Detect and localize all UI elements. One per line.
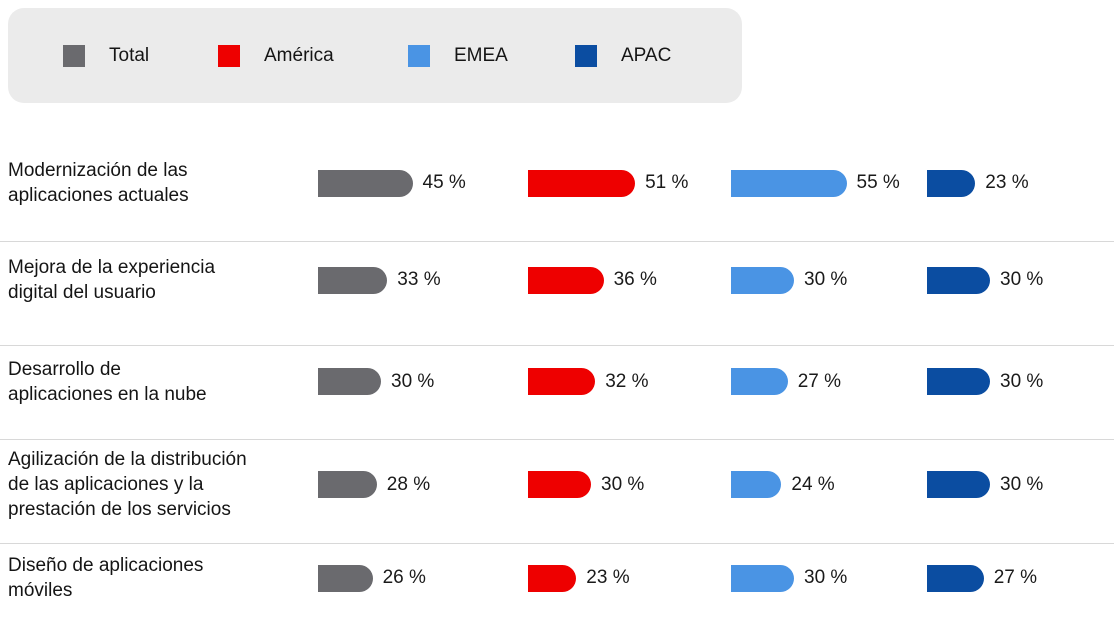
bar-america <box>528 471 591 499</box>
bar-value-label: 33 % <box>397 269 441 291</box>
bar-value-label: 30 % <box>1000 370 1044 392</box>
bar-cell: 30 % <box>927 368 1114 396</box>
bar-america <box>528 368 596 396</box>
legend-label-apac: APAC <box>621 44 672 66</box>
bar-total <box>318 169 413 197</box>
legend-item-apac: APAC <box>575 8 671 103</box>
bar-america <box>528 266 604 294</box>
bar-value-label: 24 % <box>791 473 835 495</box>
bar-cell: 23 % <box>927 169 1114 197</box>
legend-label-america: América <box>264 44 334 66</box>
bar-apac <box>927 266 990 294</box>
bar-america <box>528 169 636 197</box>
bar-cell: 55 % <box>731 169 927 197</box>
bar-america <box>528 564 577 592</box>
bar-cell: 27 % <box>731 368 927 396</box>
bar-value-label: 30 % <box>1000 473 1044 495</box>
bar-value-label: 30 % <box>804 269 848 291</box>
bar-cell: 32 % <box>528 368 731 396</box>
bar-cell: 30 % <box>927 471 1114 499</box>
bar-apac <box>927 169 976 197</box>
chart-row: Modernización de las aplicaciones actual… <box>0 147 1114 242</box>
legend-item-emea: EMEA <box>408 8 508 103</box>
legend-item-america: América <box>218 8 334 103</box>
bar-value-label: 26 % <box>382 567 426 589</box>
bar-total <box>318 266 388 294</box>
bar-apac <box>927 368 990 396</box>
legend-item-total: Total <box>63 8 149 103</box>
bar-cell: 33 % <box>318 266 528 294</box>
category-label: Diseño de aplicaciones móviles <box>8 554 204 602</box>
bar-cell: 27 % <box>927 564 1114 592</box>
bar-cell: 36 % <box>528 266 731 294</box>
bar-value-label: 23 % <box>586 567 630 589</box>
bar-total <box>318 564 373 592</box>
legend-label-total: Total <box>109 44 150 66</box>
chart-legend: Total América EMEA APAC <box>8 8 742 103</box>
bar-cell: 30 % <box>528 471 731 499</box>
bar-cell: 30 % <box>927 266 1114 294</box>
bar-cell: 26 % <box>318 564 528 592</box>
legend-swatch-total <box>63 44 85 67</box>
bar-cell: 23 % <box>528 564 731 592</box>
category-label: Agilización de la distribución de las ap… <box>8 448 247 521</box>
category-label: Mejora de la experiencia digital del usu… <box>8 257 216 304</box>
bar-value-label: 36 % <box>613 269 657 291</box>
bar-cell: 24 % <box>731 471 927 499</box>
bar-value-label: 30 % <box>804 567 848 589</box>
bar-cell: 30 % <box>731 564 927 592</box>
legend-swatch-emea <box>408 44 430 67</box>
bar-value-label: 27 % <box>993 567 1037 589</box>
bar-total <box>318 471 377 499</box>
grouped-bar-chart: Modernización de las aplicaciones actual… <box>0 147 1114 630</box>
legend-swatch-apac <box>575 44 597 67</box>
bar-value-label: 30 % <box>601 473 645 495</box>
bar-value-label: 45 % <box>422 172 466 194</box>
bar-total <box>318 368 381 396</box>
bar-emea <box>731 368 788 396</box>
bar-value-label: 51 % <box>645 172 689 194</box>
bar-emea <box>731 169 847 197</box>
bar-emea <box>731 564 794 592</box>
bar-value-label: 30 % <box>391 370 435 392</box>
legend-swatch-america <box>218 44 240 67</box>
bar-value-label: 23 % <box>985 172 1029 194</box>
bar-emea <box>731 266 794 294</box>
bar-apac <box>927 564 984 592</box>
chart-row: Desarrollo de aplicaciones en la nube 30… <box>0 346 1114 440</box>
bar-cell: 30 % <box>318 368 528 396</box>
bar-value-label: 30 % <box>1000 269 1044 291</box>
category-label: Desarrollo de aplicaciones en la nube <box>8 358 207 405</box>
legend-label-emea: EMEA <box>454 44 508 66</box>
bar-value-label: 27 % <box>797 370 841 392</box>
chart-row: Diseño de aplicaciones móviles 26 % 23 %… <box>0 544 1114 630</box>
bar-emea <box>731 471 782 499</box>
chart-row: Agilización de la distribución de las ap… <box>0 440 1114 544</box>
bar-value-label: 55 % <box>856 172 900 194</box>
bar-apac <box>927 471 990 499</box>
bar-value-label: 28 % <box>386 473 431 495</box>
bar-cell: 28 % <box>318 471 528 499</box>
bar-cell: 30 % <box>731 266 927 294</box>
bar-cell: 51 % <box>528 169 731 197</box>
bar-cell: 45 % <box>318 169 528 197</box>
bar-value-label: 32 % <box>605 370 649 392</box>
chart-row: Mejora de la experiencia digital del usu… <box>0 242 1114 346</box>
category-label: Modernización de las aplicaciones actual… <box>8 159 189 207</box>
